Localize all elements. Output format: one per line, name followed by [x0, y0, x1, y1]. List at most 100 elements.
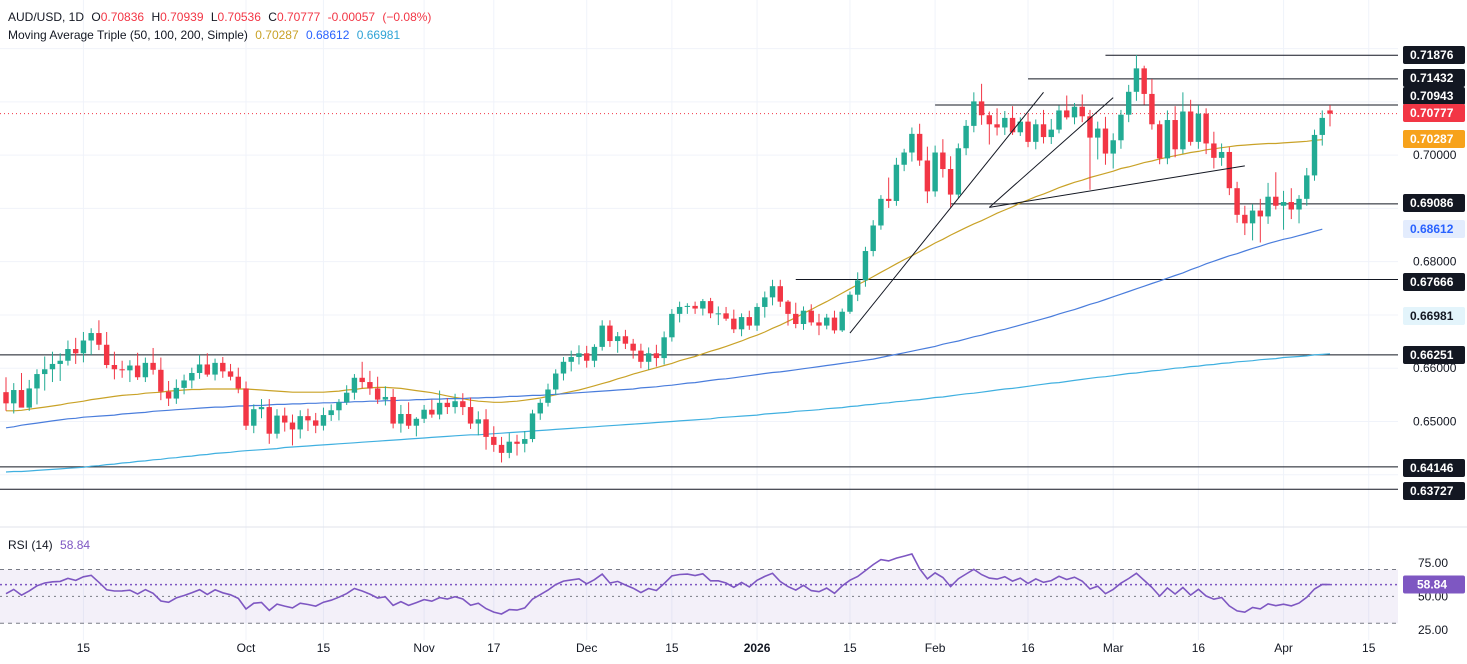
candle: [65, 340, 71, 366]
candle: [80, 331, 87, 363]
price-tick-label: 0.66000: [1413, 361, 1457, 375]
candle-body: [1265, 196, 1271, 217]
candle: [351, 374, 358, 400]
candle-body: [1257, 210, 1264, 217]
candle-body: [1311, 134, 1318, 176]
candle: [274, 409, 280, 439]
ma100-value: 0.68612: [306, 28, 350, 42]
candle: [57, 353, 63, 381]
candle-body: [405, 413, 412, 426]
candle: [220, 357, 226, 378]
candle-body: [1234, 188, 1240, 215]
price-tick-label: 0.70000: [1413, 148, 1457, 162]
candle: [978, 83, 985, 125]
candle-body: [645, 353, 652, 362]
candle: [870, 220, 876, 257]
price-badge: [1403, 104, 1465, 122]
price-badge: [1403, 346, 1465, 364]
candle: [452, 393, 458, 414]
candle: [1071, 102, 1078, 125]
candle-body: [847, 294, 853, 312]
candle-body: [715, 313, 722, 315]
candle: [622, 329, 629, 350]
candle: [916, 123, 923, 166]
candle: [289, 414, 296, 446]
candle: [150, 347, 156, 375]
candle-body: [909, 133, 915, 153]
candle: [909, 127, 915, 162]
candle: [42, 356, 48, 391]
candle-body: [723, 313, 729, 319]
candle-body: [1118, 114, 1124, 141]
candle: [1234, 181, 1240, 223]
candle-body: [568, 357, 574, 362]
candle: [986, 111, 993, 145]
change-percent: (−0.08%): [382, 10, 432, 24]
price-badge-label: 0.66251: [1410, 348, 1454, 362]
rsi-tick-label: 75.00: [1418, 556, 1448, 570]
candle: [1095, 121, 1101, 160]
candle: [614, 331, 621, 353]
candle-body: [181, 380, 187, 388]
candle: [119, 360, 125, 378]
candle: [1172, 106, 1178, 158]
candle-body: [34, 374, 40, 389]
candle-body: [1211, 143, 1217, 158]
candle: [924, 146, 931, 204]
candle: [731, 309, 737, 334]
candle: [676, 301, 683, 323]
candle-body: [1110, 140, 1116, 154]
candle: [1079, 94, 1085, 123]
candle-body: [994, 124, 1000, 128]
candle: [1040, 109, 1047, 144]
candle: [707, 297, 714, 319]
symbol-label[interactable]: AUD/USD, 1D: [8, 10, 85, 24]
candle-body: [630, 343, 636, 351]
candle-body: [119, 369, 125, 371]
candle-body: [1040, 124, 1047, 138]
candle: [1280, 190, 1287, 230]
price-badge-label: 0.63727: [1410, 484, 1454, 498]
candle-body: [251, 409, 257, 426]
candle-body: [1025, 121, 1031, 142]
ma-indicator-label[interactable]: Moving Average Triple (50, 100, 200, Sim…: [8, 28, 248, 42]
candle: [367, 370, 373, 395]
candle: [421, 404, 427, 424]
candle: [103, 331, 110, 369]
rsi-indicator-label[interactable]: RSI (14): [8, 538, 53, 552]
time-tick-label: 15: [843, 641, 857, 655]
candle-body: [514, 441, 520, 444]
candle-body: [18, 390, 25, 408]
candle: [506, 433, 512, 459]
price-badge: [1403, 459, 1465, 477]
candle: [390, 388, 396, 429]
time-tick-label: 17: [487, 641, 501, 655]
candle-body: [220, 362, 226, 372]
candle-body: [831, 317, 838, 331]
candle: [669, 309, 675, 342]
candle-body: [971, 101, 977, 126]
candle: [336, 399, 342, 421]
price-badge: [1403, 69, 1465, 87]
candle-body: [158, 369, 164, 392]
candle: [893, 157, 900, 206]
candle: [11, 383, 17, 414]
candle: [282, 407, 288, 432]
candle: [630, 338, 636, 359]
candle-body: [1296, 198, 1302, 210]
candlesticks: [3, 55, 1333, 463]
candle-body: [1280, 202, 1287, 206]
candle-body: [491, 436, 497, 445]
candle: [522, 431, 528, 453]
candle: [645, 347, 652, 370]
candle: [312, 412, 319, 434]
candle-body: [1079, 106, 1085, 117]
candle-body: [1249, 210, 1256, 224]
candle-body: [289, 422, 296, 430]
candle-body: [282, 415, 288, 423]
candle: [994, 108, 1000, 136]
candle-body: [359, 377, 365, 383]
rsi-badge: [1403, 575, 1465, 594]
candle: [1211, 131, 1217, 169]
